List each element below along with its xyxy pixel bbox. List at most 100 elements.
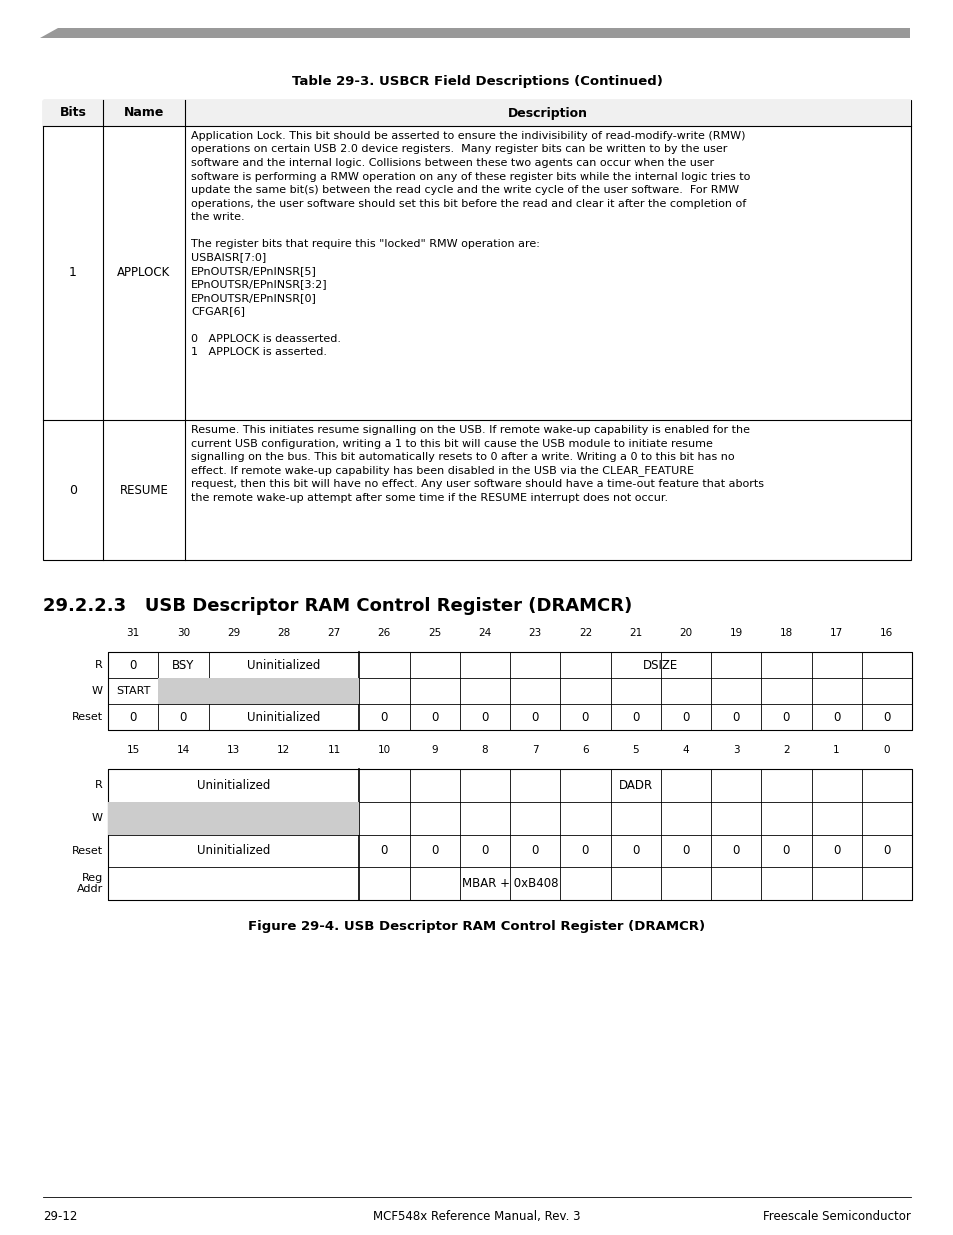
Text: 0: 0	[480, 845, 488, 857]
Text: 27: 27	[327, 629, 340, 638]
Text: 0: 0	[882, 745, 889, 755]
Text: Reset: Reset	[71, 846, 103, 856]
Text: 24: 24	[477, 629, 491, 638]
Text: 6: 6	[581, 745, 588, 755]
Text: update the same bit(s) between the read cycle and the write cycle of the user so: update the same bit(s) between the read …	[191, 185, 739, 195]
Text: 0: 0	[732, 845, 739, 857]
Text: 3: 3	[732, 745, 739, 755]
Text: 11: 11	[327, 745, 340, 755]
Text: effect. If remote wake-up capability has been disabled in the USB via the CLEAR_: effect. If remote wake-up capability has…	[191, 466, 693, 477]
Bar	[209, 678, 359, 704]
Text: 12: 12	[277, 745, 291, 755]
Text: 25: 25	[428, 629, 441, 638]
Text: 0: 0	[681, 845, 689, 857]
Text: MBAR + 0xB408: MBAR + 0xB408	[461, 877, 558, 890]
Text: The register bits that require this "locked" RMW operation are:: The register bits that require this "loc…	[191, 240, 539, 249]
Text: R: R	[95, 781, 103, 790]
Text: 16: 16	[880, 629, 893, 638]
Text: the remote wake-up attempt after some time if the RESUME interrupt does not occu: the remote wake-up attempt after some ti…	[191, 493, 667, 503]
Text: Name: Name	[124, 106, 164, 120]
Text: 0: 0	[380, 845, 388, 857]
Text: 5: 5	[632, 745, 639, 755]
Text: Resume. This initiates resume signalling on the USB. If remote wake-up capabilit: Resume. This initiates resume signalling…	[191, 425, 749, 435]
Text: DSIZE: DSIZE	[642, 658, 678, 672]
Bar	[43, 100, 910, 126]
Text: 0: 0	[631, 845, 639, 857]
Text: R: R	[95, 659, 103, 671]
Text: Application Lock. This bit should be asserted to ensure the indivisibility of re: Application Lock. This bit should be ass…	[191, 131, 744, 141]
Text: EPnOUTSR/EPnINSR[3:2]: EPnOUTSR/EPnINSR[3:2]	[191, 279, 327, 289]
Text: 0: 0	[581, 845, 588, 857]
Text: 26: 26	[377, 629, 391, 638]
Text: 0: 0	[781, 845, 789, 857]
Text: current USB configuration, writing a 1 to this bit will cause the USB module to : current USB configuration, writing a 1 t…	[191, 438, 712, 448]
Text: 29-12: 29-12	[43, 1210, 77, 1223]
Text: Reg
Addr: Reg Addr	[76, 873, 103, 894]
Text: DADR: DADR	[618, 779, 652, 792]
Text: Reset: Reset	[71, 713, 103, 722]
Text: 0: 0	[832, 710, 840, 724]
Text: 0: 0	[380, 710, 388, 724]
Text: 0: 0	[431, 710, 437, 724]
Text: Uninitialized: Uninitialized	[196, 779, 270, 792]
Text: operations, the user software should set this bit before the read and clear it a: operations, the user software should set…	[191, 199, 745, 209]
Text: 0: 0	[882, 845, 890, 857]
Text: 1: 1	[69, 267, 77, 279]
Text: 28: 28	[277, 629, 291, 638]
Text: software is performing a RMW operation on any of these register bits while the i: software is performing a RMW operation o…	[191, 172, 750, 182]
Text: EPnOUTSR/EPnINSR[5]: EPnOUTSR/EPnINSR[5]	[191, 266, 316, 275]
Text: 0: 0	[431, 845, 437, 857]
Text: 0: 0	[480, 710, 488, 724]
Text: 4: 4	[681, 745, 688, 755]
Polygon shape	[40, 28, 909, 38]
Text: 0: 0	[732, 710, 739, 724]
Text: EPnOUTSR/EPnINSR[0]: EPnOUTSR/EPnINSR[0]	[191, 293, 316, 303]
Text: 30: 30	[176, 629, 190, 638]
Bar	[108, 769, 911, 900]
Text: CFGAR[6]: CFGAR[6]	[191, 306, 245, 316]
Text: 7: 7	[531, 745, 537, 755]
Text: Uninitialized: Uninitialized	[247, 710, 320, 724]
Text: Table 29-3. USBCR Field Descriptions (Continued): Table 29-3. USBCR Field Descriptions (Co…	[292, 75, 661, 88]
Text: 1: 1	[832, 745, 839, 755]
Text: W: W	[91, 813, 103, 823]
Text: 21: 21	[628, 629, 641, 638]
Text: 0: 0	[531, 845, 538, 857]
Bar	[158, 678, 209, 704]
Text: 0: 0	[832, 845, 840, 857]
Text: START: START	[116, 685, 151, 697]
Text: USBAISR[7:0]: USBAISR[7:0]	[191, 252, 266, 263]
Text: 15: 15	[127, 745, 139, 755]
Text: 19: 19	[729, 629, 742, 638]
Text: 17: 17	[829, 629, 842, 638]
Text: Freescale Semiconductor: Freescale Semiconductor	[762, 1210, 910, 1223]
Text: request, then this bit will have no effect. Any user software should have a time: request, then this bit will have no effe…	[191, 479, 763, 489]
Text: 0: 0	[69, 483, 77, 496]
Text: 31: 31	[127, 629, 139, 638]
Bar	[108, 802, 359, 835]
Text: 23: 23	[528, 629, 541, 638]
Text: 20: 20	[679, 629, 692, 638]
Text: 29.2.2.3   USB Descriptor RAM Control Register (DRAMCR): 29.2.2.3 USB Descriptor RAM Control Regi…	[43, 597, 632, 615]
Text: 29: 29	[227, 629, 240, 638]
Text: Uninitialized: Uninitialized	[247, 658, 320, 672]
Text: 9: 9	[431, 745, 437, 755]
Text: APPLOCK: APPLOCK	[117, 267, 171, 279]
Text: 1   APPLOCK is asserted.: 1 APPLOCK is asserted.	[191, 347, 327, 357]
Text: 0   APPLOCK is deasserted.: 0 APPLOCK is deasserted.	[191, 333, 340, 343]
Text: 2: 2	[782, 745, 789, 755]
Text: 0: 0	[882, 710, 890, 724]
Text: operations on certain USB 2.0 device registers.  Many register bits can be writt: operations on certain USB 2.0 device reg…	[191, 144, 726, 154]
Text: W: W	[91, 685, 103, 697]
Bar	[108, 652, 911, 730]
Text: 18: 18	[779, 629, 792, 638]
Text: 8: 8	[481, 745, 488, 755]
Text: 0: 0	[531, 710, 538, 724]
Text: 0: 0	[179, 710, 187, 724]
Text: Description: Description	[507, 106, 587, 120]
Text: software and the internal logic. Collisions between these two agents can occur w: software and the internal logic. Collisi…	[191, 158, 714, 168]
Bar	[43, 100, 910, 559]
Text: 0: 0	[130, 710, 136, 724]
Text: 10: 10	[377, 745, 391, 755]
Text: 0: 0	[631, 710, 639, 724]
